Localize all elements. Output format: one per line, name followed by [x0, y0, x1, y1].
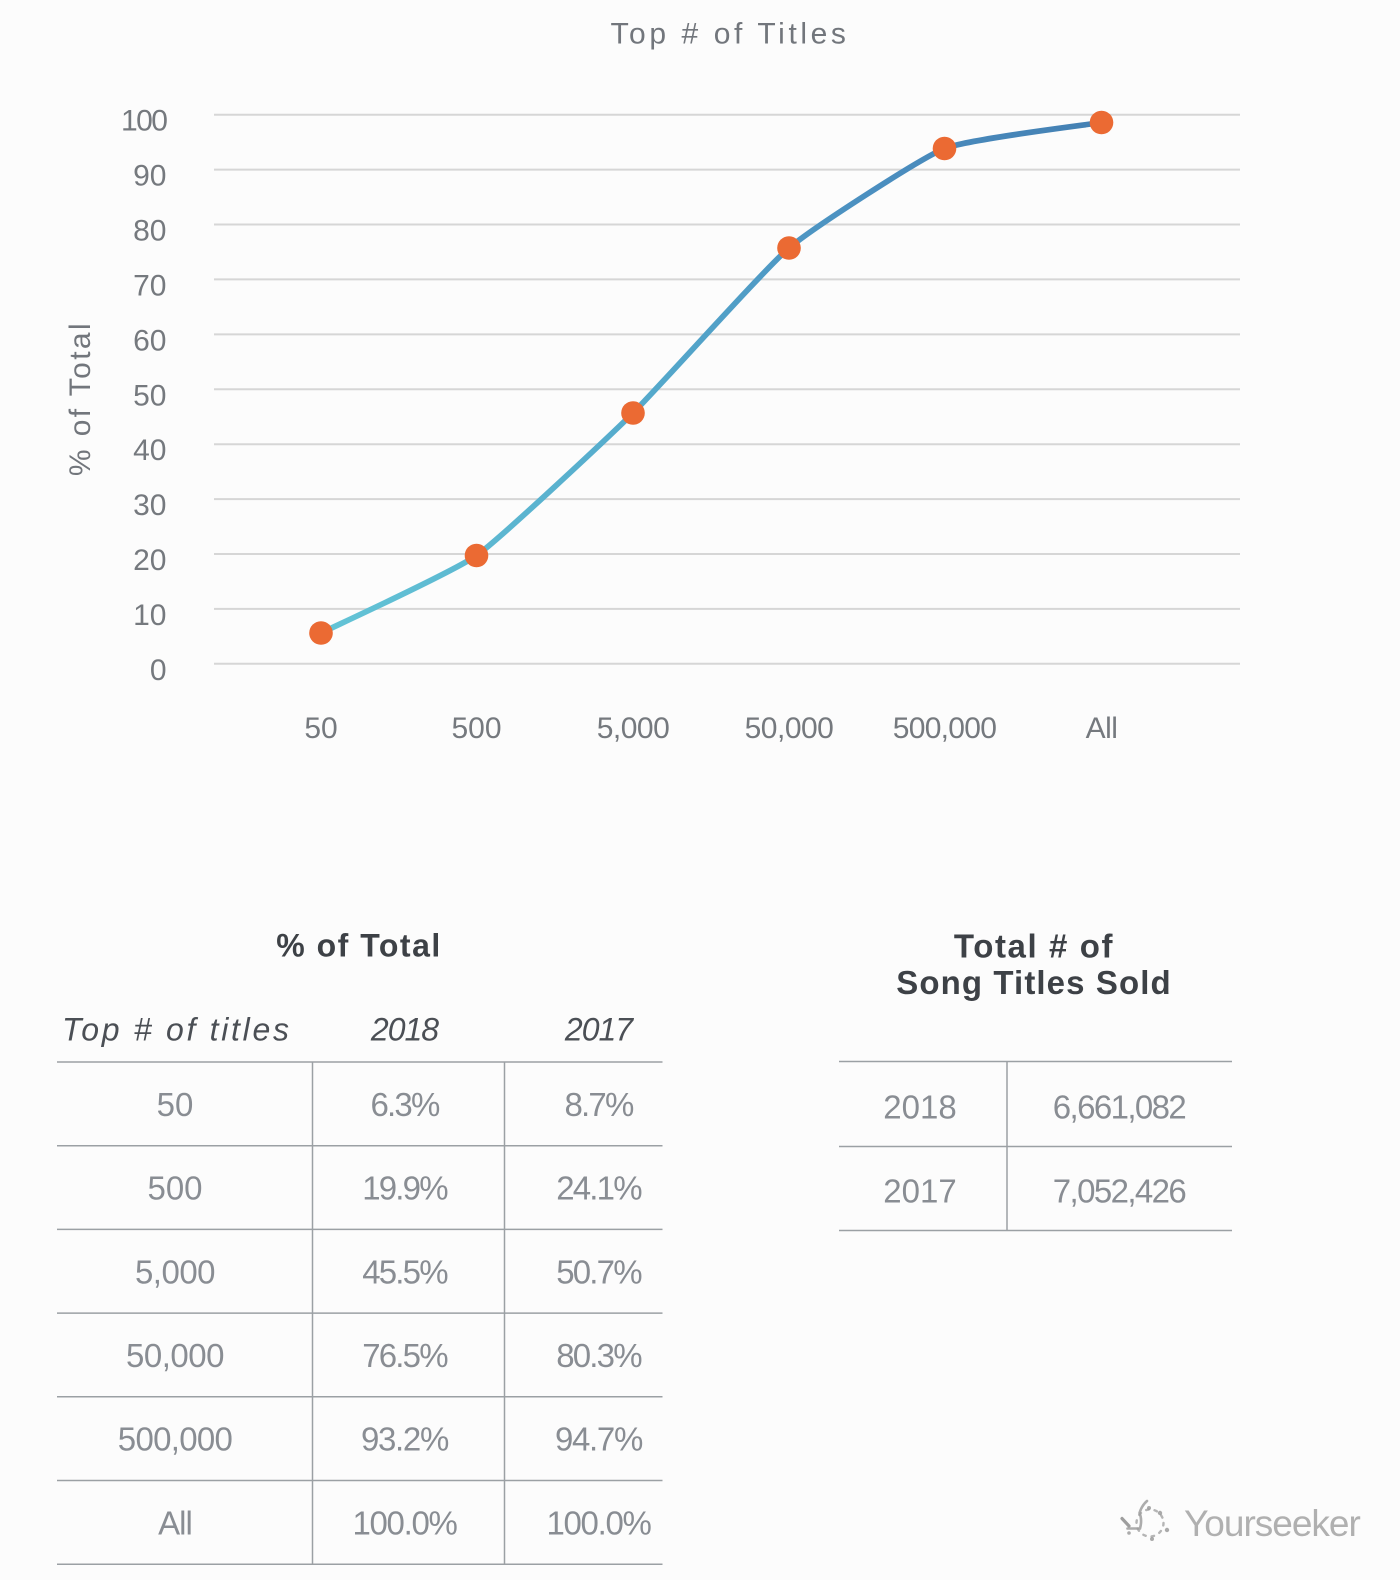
svg-text:6.3%: 6.3% — [370, 1086, 439, 1123]
svg-text:2017: 2017 — [564, 1012, 634, 1048]
svg-text:10: 10 — [133, 599, 166, 632]
svg-text:% of Total: % of Total — [64, 321, 97, 476]
svg-text:50: 50 — [157, 1086, 194, 1123]
svg-text:60: 60 — [133, 324, 166, 357]
svg-text:50,000: 50,000 — [745, 712, 834, 745]
svg-text:All: All — [158, 1504, 192, 1541]
svg-text:50: 50 — [133, 379, 166, 412]
svg-text:80: 80 — [133, 215, 166, 248]
svg-text:24.1%: 24.1% — [556, 1170, 642, 1207]
svg-text:94.7%: 94.7% — [555, 1421, 643, 1458]
svg-text:Top # of Titles: Top # of Titles — [610, 18, 849, 51]
svg-text:50,000: 50,000 — [126, 1337, 224, 1374]
svg-text:20: 20 — [133, 544, 166, 577]
svg-text:76.5%: 76.5% — [362, 1337, 448, 1374]
svg-text:6,661,082: 6,661,082 — [1053, 1089, 1186, 1126]
svg-text:500: 500 — [451, 712, 501, 745]
svg-text:19.9%: 19.9% — [362, 1170, 448, 1207]
svg-text:5,000: 5,000 — [135, 1253, 215, 1290]
svg-text:Top # of titles: Top # of titles — [62, 1012, 292, 1048]
svg-text:Song Titles Sold: Song Titles Sold — [896, 964, 1172, 1001]
svg-text:5,000: 5,000 — [597, 712, 670, 745]
svg-text:80.3%: 80.3% — [556, 1337, 642, 1374]
svg-text:Total # of: Total # of — [954, 928, 1114, 965]
svg-text:7,052,426: 7,052,426 — [1053, 1173, 1186, 1210]
svg-text:93.2%: 93.2% — [361, 1421, 449, 1458]
svg-text:500,000: 500,000 — [118, 1421, 233, 1458]
svg-text:100.0%: 100.0% — [546, 1504, 651, 1541]
svg-text:50: 50 — [304, 712, 337, 745]
svg-text:2018: 2018 — [883, 1089, 956, 1126]
svg-text:Yourseeker: Yourseeker — [1184, 1503, 1360, 1544]
svg-text:70: 70 — [133, 269, 166, 302]
svg-text:0: 0 — [150, 654, 167, 687]
svg-text:All: All — [1086, 712, 1118, 745]
svg-text:500,000: 500,000 — [893, 712, 997, 745]
svg-text:% of Total: % of Total — [276, 928, 442, 964]
svg-text:500: 500 — [147, 1170, 202, 1207]
svg-text:50.7%: 50.7% — [556, 1253, 642, 1290]
svg-text:100: 100 — [121, 105, 167, 138]
svg-text:30: 30 — [133, 489, 166, 522]
svg-text:2018: 2018 — [370, 1012, 439, 1048]
svg-text:8.7%: 8.7% — [564, 1086, 633, 1123]
svg-text:40: 40 — [133, 434, 166, 467]
svg-text:45.5%: 45.5% — [362, 1253, 448, 1290]
svg-text:100.0%: 100.0% — [352, 1504, 457, 1541]
svg-text:2017: 2017 — [883, 1173, 956, 1210]
svg-text:90: 90 — [133, 160, 166, 193]
